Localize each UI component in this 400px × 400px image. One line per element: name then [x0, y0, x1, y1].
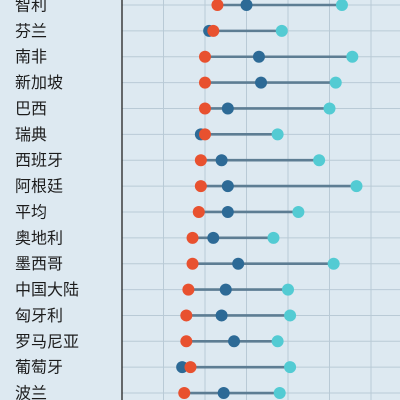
- point-series-c: [327, 257, 340, 270]
- point-series-b: [255, 76, 268, 89]
- category-label: 墨西哥: [15, 254, 63, 273]
- category-label: 芬兰: [15, 21, 47, 40]
- category-labels: 智利芬兰南非新加坡巴西瑞典西班牙阿根廷平均奥地利墨西哥中国大陆匈牙利罗马尼亚葡萄…: [15, 0, 79, 400]
- point-series-a: [199, 102, 211, 115]
- category-label: 巴西: [15, 99, 47, 118]
- point-series-a: [211, 0, 224, 11]
- point-series-a: [192, 205, 205, 218]
- point-series-b: [221, 102, 234, 115]
- point-series-b: [252, 50, 265, 63]
- point-series-c: [271, 335, 284, 348]
- point-series-a: [199, 128, 211, 141]
- point-series-b: [217, 387, 230, 400]
- point-series-c: [346, 50, 359, 63]
- category-label: 中国大陆: [15, 280, 79, 299]
- point-series-a: [207, 24, 220, 37]
- point-series-a: [180, 335, 193, 348]
- category-label: 新加坡: [15, 73, 63, 92]
- point-series-b: [176, 361, 189, 374]
- point-series-c: [282, 283, 294, 296]
- point-series-c: [273, 387, 286, 400]
- category-label: 南非: [15, 47, 47, 66]
- point-series-b: [221, 180, 234, 193]
- point-series-c: [284, 361, 297, 374]
- point-series-c: [292, 205, 305, 218]
- point-series-c: [275, 24, 288, 37]
- category-label: 阿根廷: [15, 177, 63, 196]
- category-label: 波兰: [15, 384, 47, 400]
- category-label: 葡萄牙: [15, 358, 63, 377]
- category-label: 西班牙: [15, 151, 63, 170]
- point-series-c: [271, 128, 284, 141]
- category-label: 智利: [15, 0, 47, 15]
- data-marks: [176, 0, 363, 400]
- point-series-a: [194, 180, 207, 193]
- point-series-a: [184, 361, 197, 374]
- category-label: 奥地利: [15, 228, 63, 247]
- category-label: 瑞典: [15, 125, 47, 144]
- point-series-b: [232, 257, 245, 270]
- point-series-b: [207, 231, 220, 244]
- point-series-a: [180, 309, 193, 322]
- point-series-a: [186, 257, 199, 270]
- point-series-b: [215, 154, 228, 167]
- point-series-c: [335, 0, 348, 11]
- point-series-b: [221, 205, 234, 218]
- category-label: 匈牙利: [15, 306, 63, 325]
- point-series-b: [228, 335, 241, 348]
- point-series-c: [284, 309, 297, 322]
- point-series-c: [313, 154, 326, 167]
- point-series-a: [186, 231, 199, 244]
- point-series-a: [178, 387, 191, 400]
- point-series-a: [199, 50, 211, 63]
- category-label: 罗马尼亚: [15, 332, 79, 351]
- point-series-c: [329, 76, 342, 89]
- point-series-c: [267, 231, 280, 244]
- point-series-b: [219, 283, 232, 296]
- point-series-a: [194, 154, 207, 167]
- point-series-b: [215, 309, 228, 322]
- point-series-c: [323, 102, 336, 115]
- point-series-a: [199, 76, 211, 89]
- point-series-b: [240, 0, 253, 11]
- point-series-c: [350, 180, 363, 193]
- point-series-a: [182, 283, 195, 296]
- category-label: 平均: [15, 202, 47, 221]
